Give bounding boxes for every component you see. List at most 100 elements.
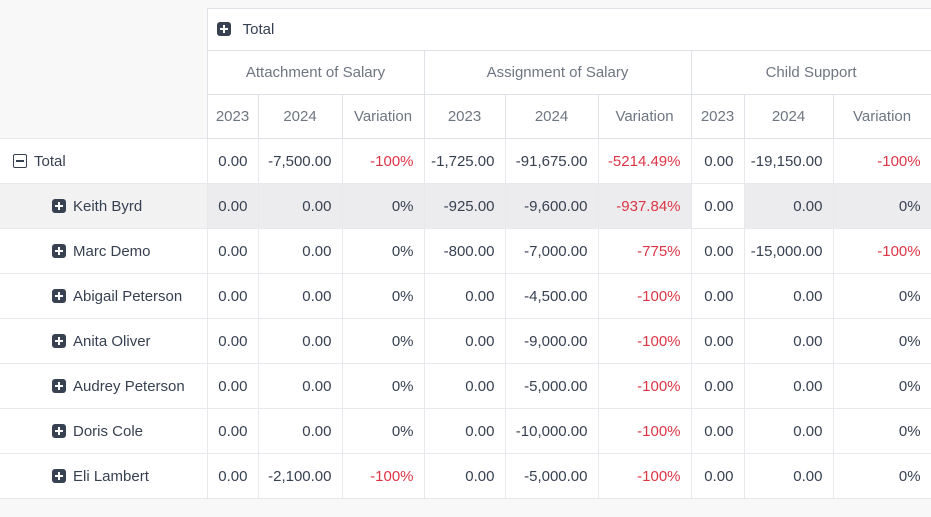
total-column-header[interactable]: Total bbox=[206, 8, 931, 51]
column-header-2023-6[interactable]: 2023 bbox=[690, 94, 745, 139]
pivot-cell: 0.00 bbox=[423, 453, 506, 499]
plus-square-icon bbox=[52, 468, 66, 483]
total-column-label: Total bbox=[242, 21, 275, 38]
row-header-audrey-peterson[interactable]: Audrey Peterson bbox=[0, 363, 208, 409]
pivot-cell: 0.00 bbox=[690, 453, 745, 499]
pivot-cell: 0.00 bbox=[690, 318, 745, 364]
pivot-cell: 0.00 bbox=[690, 363, 745, 409]
plus-square-icon bbox=[52, 198, 66, 213]
row-label: Keith Byrd bbox=[73, 197, 143, 215]
pivot-cell: 0.00 bbox=[257, 363, 343, 409]
pivot-cell: 0.00 bbox=[206, 453, 259, 499]
pivot-cell: -925.00 bbox=[423, 183, 506, 229]
row-header-total[interactable]: Total bbox=[0, 138, 208, 184]
pivot-cell: 0.00 bbox=[690, 228, 745, 274]
pivot-cell: 0.00 bbox=[743, 183, 834, 229]
pivot-cell: -2,100.00 bbox=[257, 453, 343, 499]
pivot-cell: -100% bbox=[597, 453, 692, 499]
pivot-cell: 0% bbox=[832, 273, 931, 319]
pivot-cell: -5,000.00 bbox=[504, 453, 599, 499]
plus-square-icon bbox=[52, 378, 66, 393]
pivot-cell: -100% bbox=[597, 363, 692, 409]
pivot-cell: 0.00 bbox=[206, 138, 259, 184]
row-header-marc-demo[interactable]: Marc Demo bbox=[0, 228, 208, 274]
pivot-cell: 0% bbox=[341, 318, 425, 364]
pivot-cell: 0.00 bbox=[690, 273, 745, 319]
pivot-cell: -100% bbox=[597, 318, 692, 364]
pivot-cell: -19,150.00 bbox=[743, 138, 834, 184]
pivot-cell: 0.00 bbox=[257, 318, 343, 364]
pivot-cell: -91,675.00 bbox=[504, 138, 599, 184]
measure-header-row: 2023 2024 Variation 2023 2024 Variation 2023 20… bbox=[0, 94, 931, 139]
table-row-audrey-peterson: Audrey Peterson 0.00 0.00 0% 0.00 -5,000.00 -1… bbox=[0, 363, 931, 409]
pivot-table: Total Attachment of Salary Assignment of … bbox=[0, 8, 931, 499]
pivot-cell: 0% bbox=[341, 183, 425, 229]
pivot-cell: -100% bbox=[341, 453, 425, 499]
column-group-assignment-of-salary[interactable]: Assignment of Salary bbox=[423, 50, 692, 95]
corner-spacer bbox=[0, 95, 207, 139]
table-row-abigail-peterson: Abigail Peterson 0.00 0.00 0% 0.00 -4,500.00-… bbox=[0, 273, 931, 319]
pivot-cell: 0.00 bbox=[743, 318, 834, 364]
pivot-cell: -5,000.00 bbox=[504, 363, 599, 409]
table-row-eli-lambert: Eli Lambert 0.00 -2,100.00 -100% 0.00 -5,000.… bbox=[0, 453, 931, 499]
row-label: Abigail Peterson bbox=[73, 287, 183, 305]
row-label: Audrey Peterson bbox=[73, 377, 185, 395]
pivot-cell: -7,000.00 bbox=[504, 228, 599, 274]
pivot-cell: 0.00 bbox=[423, 363, 506, 409]
row-header-eli-lambert[interactable]: Eli Lambert bbox=[0, 453, 208, 499]
pivot-cell: 0.00 bbox=[257, 228, 343, 274]
pivot-cell: -9,600.00 bbox=[504, 183, 599, 229]
row-header-anita-oliver[interactable]: Anita Oliver bbox=[0, 318, 208, 364]
row-label: Marc Demo bbox=[73, 242, 151, 260]
table-row-total: Total 0.00 -7,500.00 -100% -1,725.00 -91,675.… bbox=[0, 138, 931, 184]
pivot-cell: 0.00 bbox=[206, 228, 259, 274]
column-header-variation-5[interactable]: Variation bbox=[597, 94, 692, 139]
column-header-2024-7[interactable]: 2024 bbox=[743, 94, 834, 139]
row-label: Total bbox=[34, 152, 66, 170]
row-label: Anita Oliver bbox=[73, 332, 151, 350]
pivot-cell: -100% bbox=[832, 138, 931, 184]
pivot-cell: 0% bbox=[341, 408, 425, 454]
row-header-doris-cole[interactable]: Doris Cole bbox=[0, 408, 208, 454]
pivot-cell: -100% bbox=[832, 228, 931, 274]
pivot-cell: 0.00 bbox=[206, 363, 259, 409]
pivot-cell: -1,725.00 bbox=[423, 138, 506, 184]
plus-square-icon bbox=[216, 22, 231, 36]
row-header-abigail-peterson[interactable]: Abigail Peterson bbox=[0, 273, 208, 319]
table-row-marc-demo: Marc Demo 0.00 0.00 0% -800.00 -7,000.00 -775%… bbox=[0, 228, 931, 274]
plus-square-icon bbox=[52, 288, 66, 303]
pivot-cell: 0.00 bbox=[743, 453, 834, 499]
pivot-cell: 0% bbox=[832, 453, 931, 499]
pivot-cell: 0.00 bbox=[423, 273, 506, 319]
pivot-cell: 0.00 bbox=[257, 408, 343, 454]
pivot-cell: 0% bbox=[832, 363, 931, 409]
pivot-cell: -10,000.00 bbox=[504, 408, 599, 454]
pivot-cell: -9,000.00 bbox=[504, 318, 599, 364]
row-label: Doris Cole bbox=[73, 422, 144, 440]
plus-square-icon bbox=[52, 333, 66, 348]
row-header-keith-byrd[interactable]: Keith Byrd bbox=[0, 183, 208, 229]
table-row-doris-cole: Doris Cole 0.00 0.00 0% 0.00 -10,000.00 -100% 0… bbox=[0, 408, 931, 454]
pivot-cell: -7,500.00 bbox=[257, 138, 343, 184]
pivot-cell: 0.00 bbox=[743, 273, 834, 319]
pivot-cell: -775% bbox=[597, 228, 692, 274]
pivot-cell: -100% bbox=[341, 138, 425, 184]
column-header-variation-8[interactable]: Variation bbox=[832, 94, 931, 139]
pivot-cell: 0.00 bbox=[206, 183, 259, 229]
minus-square-icon bbox=[13, 153, 27, 168]
column-group-child-support[interactable]: Child Support bbox=[690, 50, 931, 95]
pivot-cell: 0.00 bbox=[206, 318, 259, 364]
column-header-variation-2[interactable]: Variation bbox=[341, 94, 425, 139]
column-header-2023-3[interactable]: 2023 bbox=[423, 94, 506, 139]
pivot-cell: 0.00 bbox=[423, 318, 506, 364]
pivot-cell: 0% bbox=[341, 363, 425, 409]
column-header-2024-4[interactable]: 2024 bbox=[504, 94, 599, 139]
pivot-cell: -100% bbox=[597, 408, 692, 454]
group-header-row: Attachment of Salary Assignment of Salary… bbox=[0, 50, 931, 95]
pivot-cell: 0.00 bbox=[257, 183, 343, 229]
column-header-2024-1[interactable]: 2024 bbox=[257, 94, 343, 139]
column-header-2023-0[interactable]: 2023 bbox=[206, 94, 259, 139]
pivot-cell: -800.00 bbox=[423, 228, 506, 274]
column-group-attachment-of-salary[interactable]: Attachment of Salary bbox=[206, 50, 425, 95]
pivot-cell: 0.00 bbox=[743, 408, 834, 454]
